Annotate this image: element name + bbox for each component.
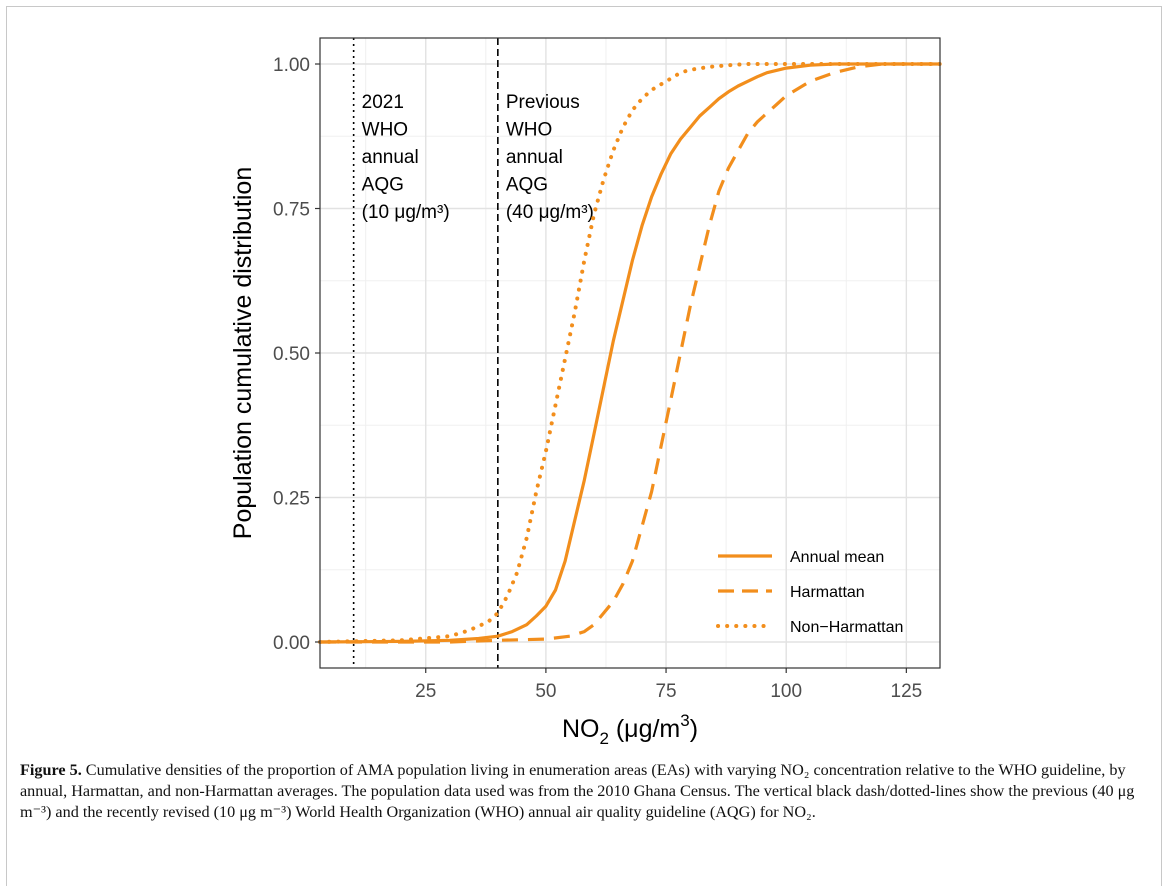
legend: Annual mean Harmattan Non−Harmattan	[716, 549, 903, 636]
reference-label-line: (40 μg/m³)	[506, 202, 594, 223]
x-axis-label: NO2 (μg/m3)	[562, 711, 698, 748]
x-axis-label-prefix: NO	[562, 715, 600, 743]
reference-label-line: AQG	[506, 175, 548, 196]
x-tick-label: 25	[415, 681, 436, 702]
x-axis-label-sub: 2	[599, 729, 608, 748]
reference-label-line: WHO	[506, 120, 552, 141]
series-line-solid	[319, 62, 940, 644]
series-line-dashed	[320, 62, 940, 644]
legend-label: Harmattan	[790, 584, 865, 601]
x-tick-label: 125	[891, 681, 923, 702]
figure-caption: Figure 5. Cumulative densities of the pr…	[20, 760, 1150, 823]
x-tick-label: 100	[770, 681, 802, 702]
reference-label-line: annual	[362, 147, 419, 168]
grid	[320, 38, 940, 668]
reference-label-line: annual	[506, 147, 563, 168]
y-tick-label: 0.00	[273, 633, 310, 654]
reference-label-line: Previous	[506, 92, 580, 113]
reference-label-40: Previous WHO annual AQG (40 μg/m³)	[506, 92, 594, 223]
x-axis-label-suffix: (μg/m	[609, 715, 680, 743]
chart: 2021 WHO annual AQG (10 μg/m³) Previous WHO ann…	[229, 37, 942, 748]
x-tick-label: 50	[535, 681, 556, 702]
legend-label: Annual mean	[790, 549, 884, 566]
y-tick-label: 1.00	[273, 55, 310, 76]
reference-label-line: WHO	[362, 120, 408, 141]
y-tick-label: 0.75	[273, 200, 310, 221]
y-axis-label: Population cumulative distribution	[229, 167, 257, 539]
reference-lines: 2021 WHO annual AQG (10 μg/m³) Previous WHO ann…	[352, 38, 594, 668]
figure-frame	[6, 6, 1162, 886]
reference-label-line: (10 μg/m³)	[362, 202, 450, 223]
caption-text: Cumulative densities of the proportion o…	[20, 761, 1135, 821]
legend-label: Non−Harmattan	[790, 619, 903, 636]
x-axis-label-sup: 3	[680, 711, 689, 730]
series	[318, 62, 942, 644]
reference-label-line: AQG	[362, 175, 404, 196]
reference-label-line: 2021	[362, 92, 404, 113]
y-tick-label: 0.25	[273, 488, 310, 509]
x-tick-label: 75	[655, 681, 676, 702]
x-axis-label-close: )	[690, 715, 698, 743]
reference-label-10: 2021 WHO annual AQG (10 μg/m³)	[362, 92, 450, 223]
y-tick-label: 0.50	[273, 344, 310, 365]
axis-ticks: 25 50 75 100 125 0.00 0.25 0.50 0.75 1.00	[273, 55, 922, 702]
caption-label: Figure 5.	[20, 761, 82, 779]
